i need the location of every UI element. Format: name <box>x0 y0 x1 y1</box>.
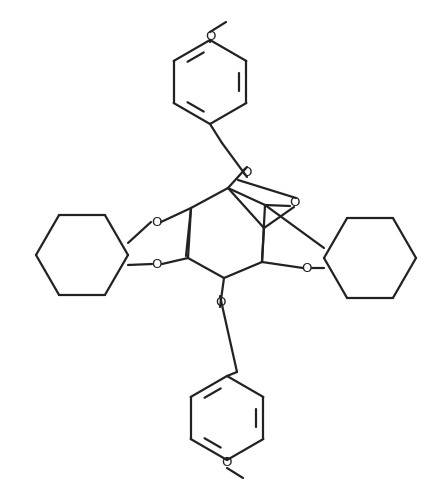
Text: O: O <box>205 31 215 43</box>
Text: O: O <box>302 262 312 275</box>
Text: O: O <box>222 457 232 469</box>
Text: O: O <box>151 215 161 228</box>
Text: O: O <box>289 195 299 209</box>
Text: O: O <box>215 296 225 308</box>
Text: O: O <box>242 165 252 179</box>
Text: O: O <box>152 257 162 271</box>
